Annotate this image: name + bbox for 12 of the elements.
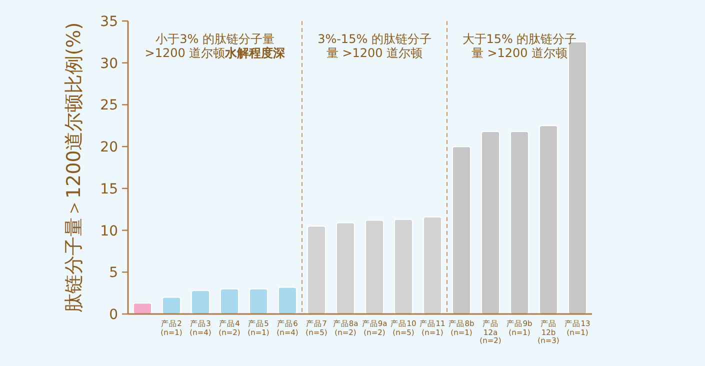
annotation: 小于3% 的肽链分子量>1200 道尔顿水解程度深	[144, 32, 286, 60]
annotation: 3%-15% 的肽链分子量 >1200 道尔顿	[318, 32, 432, 60]
y-tick-label: 0	[109, 307, 118, 323]
y-tick-label: 35	[100, 14, 118, 30]
y-tick-label: 30	[100, 56, 118, 72]
y-tick-label: 5	[109, 265, 118, 282]
y-tick-label: 20	[100, 140, 118, 156]
y-tick-label: 10	[100, 223, 118, 240]
y-tick-label: 25	[100, 98, 118, 114]
y-tick-label: 15	[100, 181, 118, 198]
y-axis-title: 肽链分子量＞1200道尔顿比例(%)	[63, 22, 85, 313]
annotation: 大于15% 的肽链分子量 >1200 道尔顿	[462, 32, 577, 60]
